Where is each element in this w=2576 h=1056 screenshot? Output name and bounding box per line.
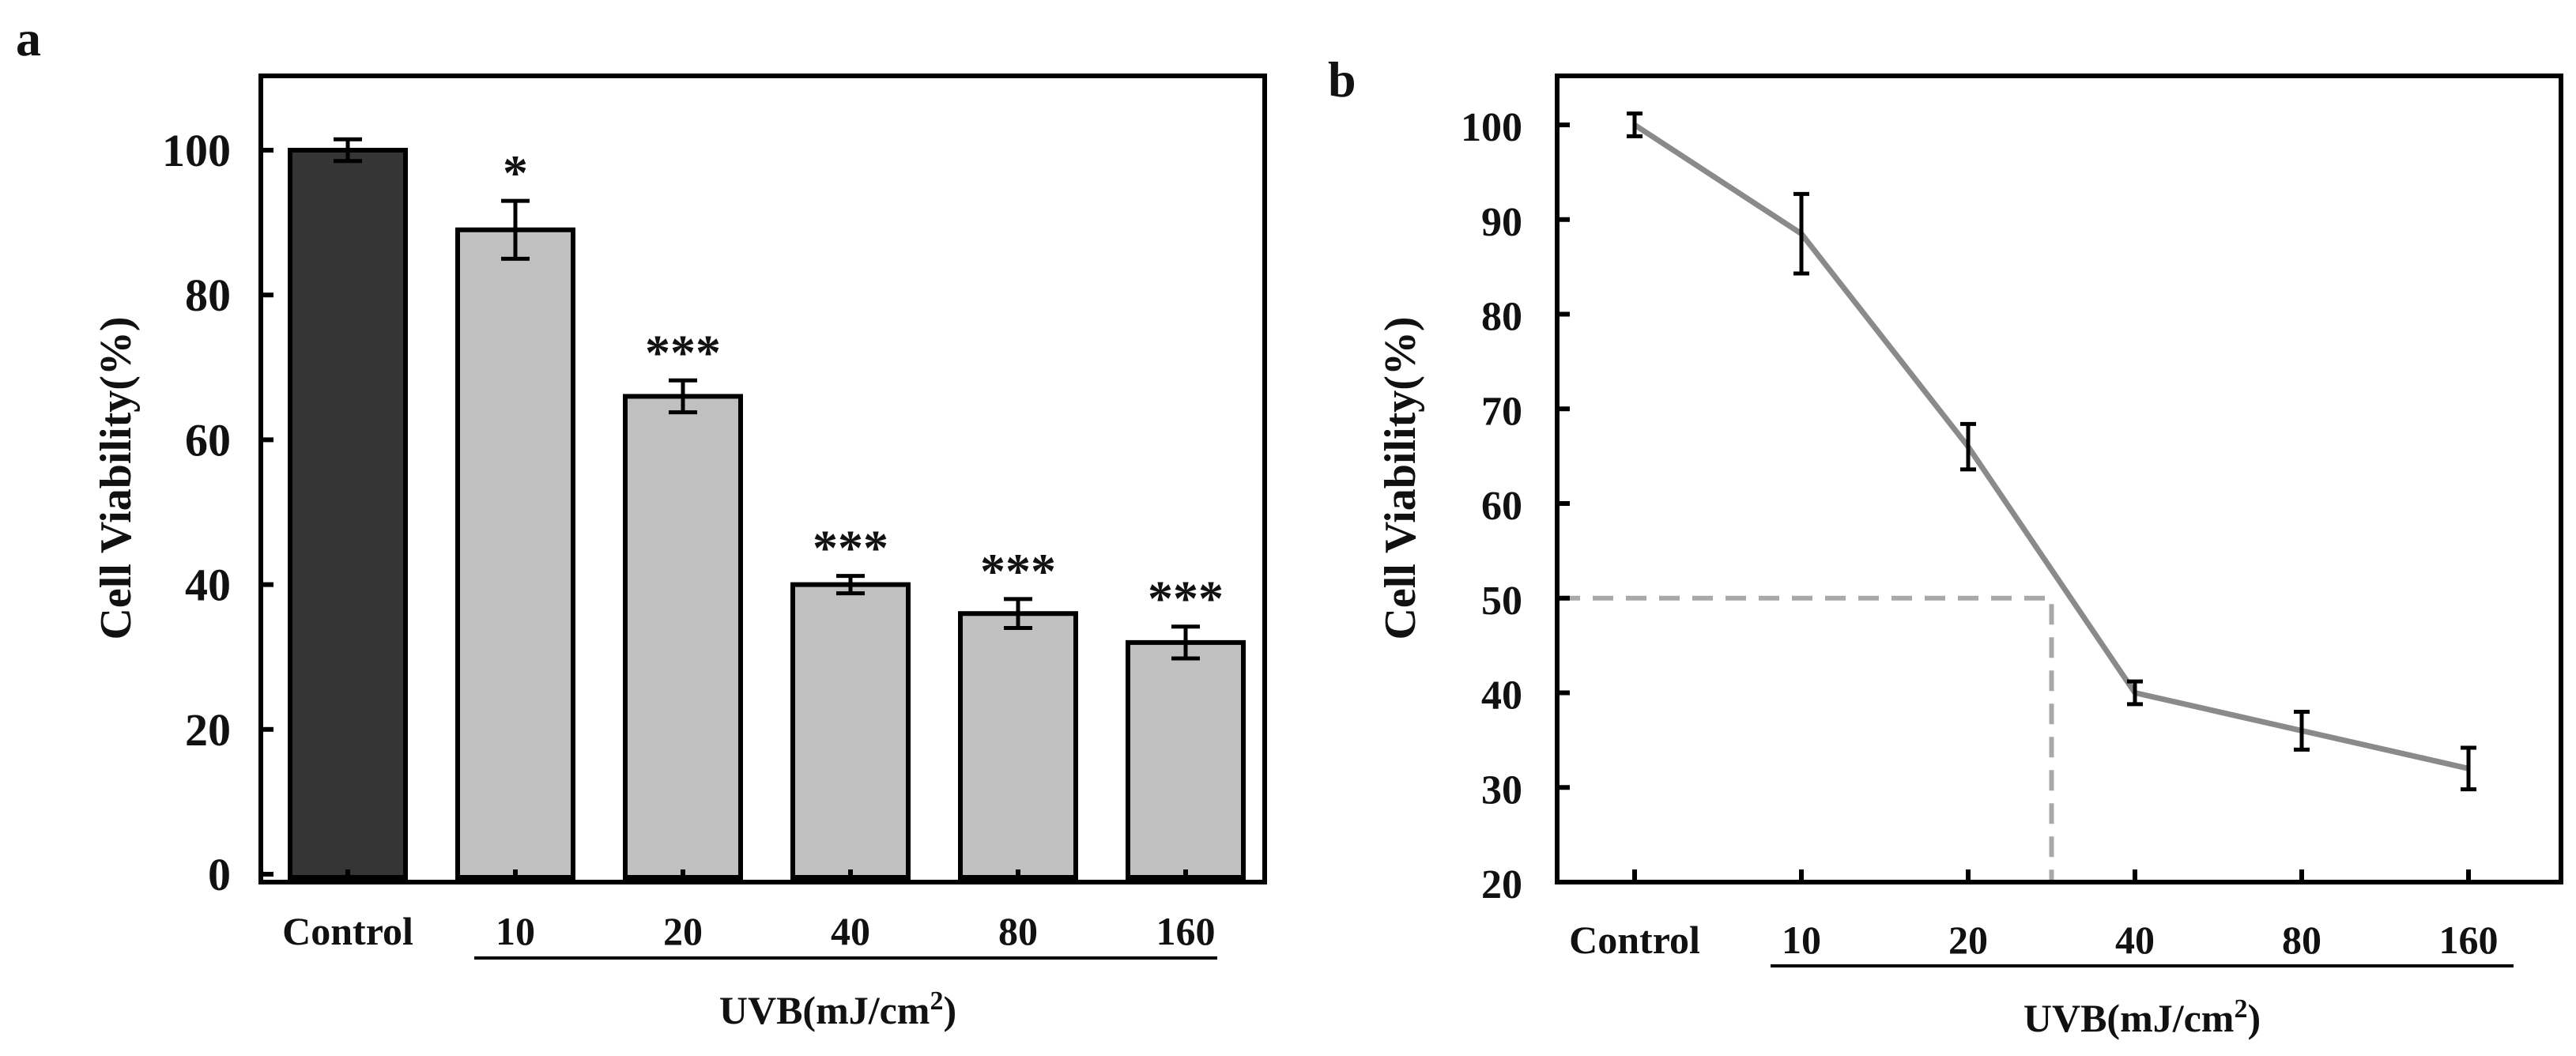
y-tick-label: 50	[1481, 579, 1522, 624]
y-axis-label-a: Cell Viability(%)	[92, 316, 141, 639]
y-tick-label: 100	[162, 125, 231, 176]
bar-control	[288, 148, 408, 880]
x-tick-label: 10	[1782, 918, 1821, 962]
x-axis-label-a: UVB(mJ/cm2)	[719, 986, 956, 1033]
panel-label-a: a	[16, 10, 41, 66]
y-tick-label: 90	[1481, 200, 1522, 245]
x-ticks-a	[345, 869, 1188, 880]
x-tick-label: 10	[496, 909, 535, 953]
y-tick-label: 100	[1461, 105, 1522, 150]
x-axis-label-b: UVB(mJ/cm2)	[2023, 994, 2261, 1041]
x-tick-label: 40	[2115, 918, 2155, 962]
significance-labels-a: ******* *** ***	[503, 145, 1224, 627]
significance-mark: ***	[980, 543, 1056, 599]
y-axis-label-b: Cell Viability(%)	[1376, 316, 1425, 639]
ic50-dashed-guide	[1560, 595, 2054, 880]
x-tick-labels-a: Control 10 20 40 80 160	[282, 909, 1215, 953]
viability-line	[1633, 123, 2469, 771]
bar-160	[1126, 639, 1246, 880]
y-tick-label: 0	[208, 849, 231, 900]
y-tick-label: 60	[185, 414, 231, 466]
y-tick-label: 30	[1481, 767, 1522, 813]
series-line-b	[1633, 123, 2469, 771]
y-tick-label: 40	[185, 560, 231, 611]
y-tick-label: 20	[1481, 862, 1522, 907]
plot-frame-b	[1555, 74, 2563, 884]
bars-a	[288, 148, 1246, 880]
significance-mark: ***	[813, 520, 888, 576]
plot-frame-a	[258, 74, 1267, 884]
x-tick-label: 160	[2439, 918, 2499, 962]
y-tick-labels-b: 20 30 40 50 60 70 80 90 100	[1461, 105, 1522, 907]
x-tick-labels-b: Control 10 20 40 80 160	[1569, 918, 2498, 962]
y-tick-label: 40	[1481, 673, 1522, 718]
bar-20	[623, 394, 743, 880]
x-tick-label: 80	[998, 909, 1038, 953]
x-tick-label: 20	[1948, 918, 1988, 962]
significance-mark: ***	[1148, 571, 1224, 627]
bar-10	[455, 227, 575, 880]
y-tick-labels-a: 0 20 40 60 80 100	[162, 125, 231, 900]
error-bars-b	[1627, 111, 2476, 792]
y-ticks-a	[261, 148, 273, 877]
y-tick-label: 60	[1481, 484, 1522, 529]
significance-mark: ***	[645, 324, 721, 380]
x-tick-label: 160	[1156, 909, 1216, 953]
error-bars-a	[334, 137, 1200, 661]
panel-label-b: b	[1328, 51, 1356, 107]
panel-b-line-chart: b 20 30 40 50 60 70 80 90 100 Control 10 20 40 80 160…	[1328, 51, 2563, 1041]
ic50-dashed-line	[1560, 595, 2054, 880]
x-tick-label: Control	[1569, 918, 1700, 962]
x-ticks-b	[1632, 869, 2471, 880]
bar-80	[958, 611, 1078, 880]
y-tick-label: 80	[185, 270, 231, 321]
y-tick-label: 80	[1481, 295, 1522, 340]
x-tick-label: 40	[831, 909, 870, 953]
x-tick-label: Control	[282, 909, 413, 953]
y-ticks-b	[1557, 123, 1570, 884]
y-tick-label: 20	[185, 704, 231, 756]
significance-mark: *	[503, 145, 528, 201]
x-tick-label: 80	[2282, 918, 2321, 962]
bar-40	[790, 582, 911, 880]
y-tick-label: 70	[1481, 389, 1522, 434]
x-tick-label: 20	[663, 909, 703, 953]
